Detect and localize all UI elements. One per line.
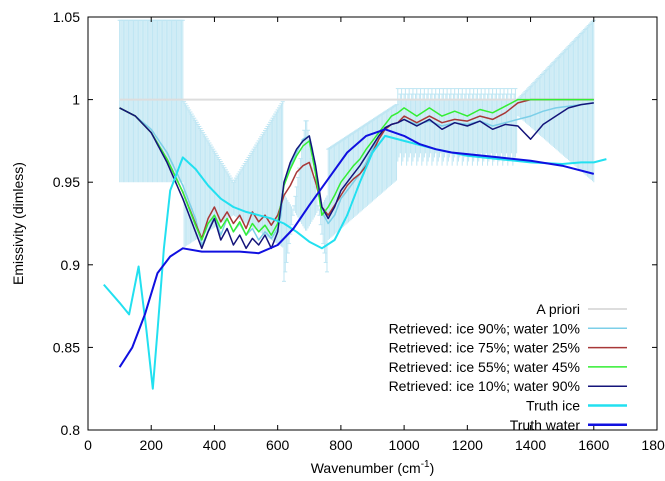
plot-frame: [87, 16, 658, 431]
series-line-4: [119, 102, 594, 250]
x-tick-label: 1600: [578, 437, 609, 453]
legend-label: Retrieved: ice 55%; water 45%: [389, 359, 580, 375]
x-tick-label: 400: [203, 437, 227, 453]
x-tick-label: 1200: [452, 437, 483, 453]
y-tick-label: 0.85: [53, 339, 80, 355]
legend-label: Retrieved: ice 10%; water 90%: [389, 378, 580, 394]
x-tick-label: 200: [140, 437, 164, 453]
series-line-6: [118, 128, 595, 368]
x-tick-label: 800: [329, 437, 353, 453]
a-priori-error-bars: [117, 19, 596, 282]
legend-label: Truth ice: [526, 398, 580, 414]
y-tick-label: 0.95: [53, 174, 80, 190]
x-tick-label: 1400: [515, 437, 546, 453]
legend-label: Truth water: [510, 417, 581, 433]
y-tick-label: 1.05: [53, 9, 80, 25]
x-tick-label: 1000: [389, 437, 420, 453]
y-tick-label: 0.9: [61, 257, 81, 273]
x-axis-label: Wavenumber (cm-1): [311, 459, 435, 476]
legend: A priori Retrieved: ice 90%; water 10% Ret…: [389, 301, 627, 433]
x-tick-label: 600: [266, 437, 290, 453]
y-axis-label: Emissivity (dimless): [10, 162, 26, 285]
plot-area: [103, 19, 607, 390]
y-tick-label: 0.8: [61, 422, 81, 438]
x-tick-label: 0: [84, 437, 92, 453]
series-line-2: [119, 98, 594, 240]
y-tick-label: 1: [72, 92, 80, 108]
legend-label: A priori: [536, 301, 580, 317]
legend-label: Retrieved: ice 75%; water 25%: [389, 340, 580, 356]
series-line-3: [119, 98, 594, 241]
legend-label: Retrieved: ice 90%; water 10%: [389, 320, 580, 336]
series-line-5: [103, 134, 607, 390]
